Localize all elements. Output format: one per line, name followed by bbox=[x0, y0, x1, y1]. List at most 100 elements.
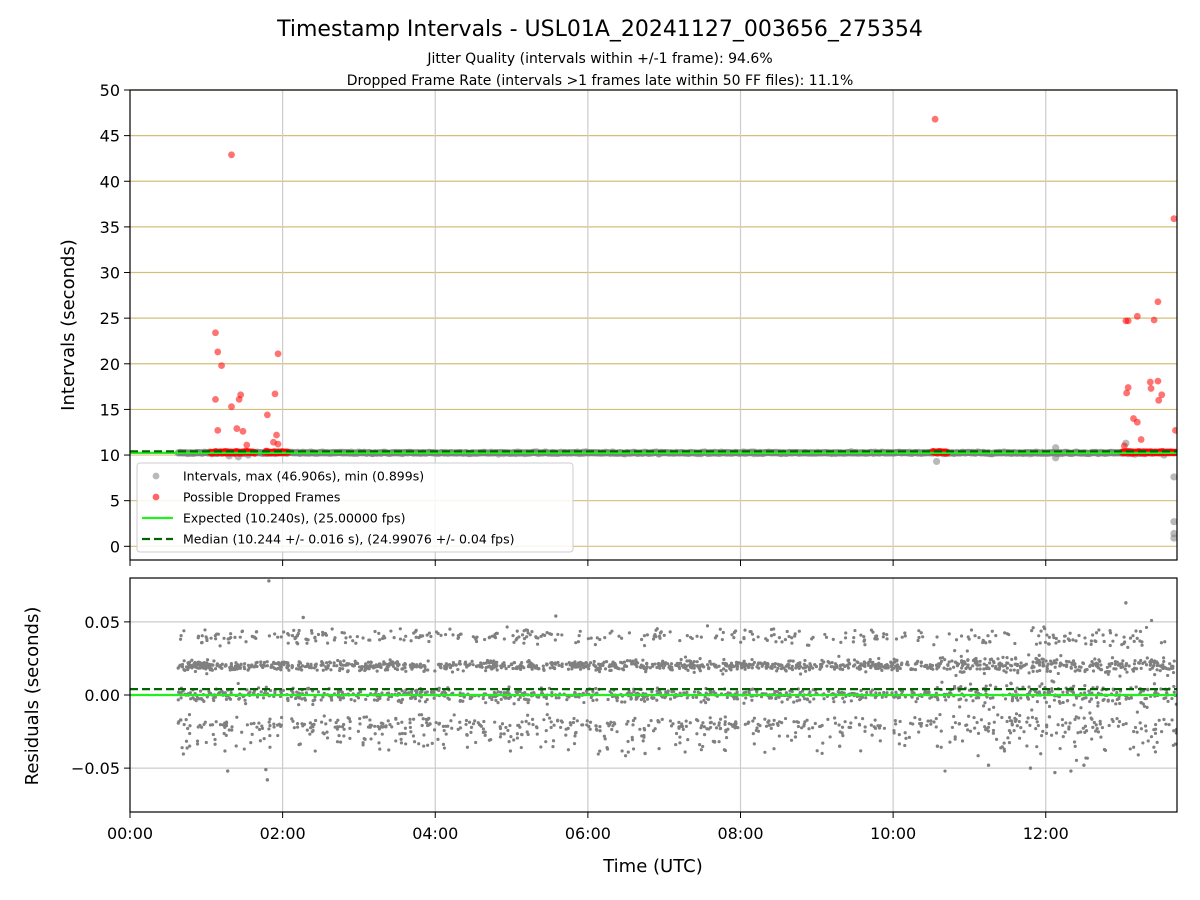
residual-point bbox=[464, 663, 468, 667]
residual-point bbox=[240, 730, 244, 734]
residual-point bbox=[1145, 705, 1149, 709]
residual-point bbox=[582, 700, 586, 705]
residual-point bbox=[894, 722, 898, 726]
residual-point bbox=[859, 633, 863, 637]
top-y-tick-label: 40 bbox=[100, 172, 120, 191]
residual-point bbox=[864, 696, 868, 700]
residual-point bbox=[465, 733, 469, 737]
residual-point bbox=[300, 722, 304, 726]
residual-point bbox=[515, 690, 519, 694]
residual-point bbox=[519, 745, 523, 750]
residual-point bbox=[1050, 689, 1054, 693]
residual-point bbox=[744, 690, 748, 694]
residual-point bbox=[1096, 701, 1100, 705]
residual-point bbox=[603, 636, 607, 640]
residual-point bbox=[527, 722, 531, 726]
residual-point bbox=[1058, 661, 1063, 665]
residual-point bbox=[805, 664, 809, 668]
residual-point bbox=[863, 725, 867, 729]
residual-point bbox=[721, 630, 725, 635]
residual-point bbox=[1084, 642, 1088, 646]
residual-point bbox=[404, 669, 408, 673]
residual-point bbox=[275, 662, 279, 666]
residual-point bbox=[724, 735, 729, 740]
residual-point bbox=[378, 638, 382, 642]
residual-point bbox=[774, 640, 778, 644]
residual-point bbox=[910, 695, 914, 699]
residual-point bbox=[777, 734, 781, 738]
residual-point bbox=[964, 698, 968, 702]
residual-point bbox=[1164, 722, 1168, 726]
residual-point bbox=[1056, 671, 1060, 676]
residual-point bbox=[1159, 687, 1163, 691]
residual-point bbox=[723, 722, 727, 726]
residual-point bbox=[950, 659, 954, 663]
residual-point bbox=[903, 743, 907, 748]
residual-point bbox=[623, 700, 627, 704]
residual-point bbox=[869, 665, 873, 669]
residual-point bbox=[722, 667, 726, 671]
residual-point bbox=[712, 722, 716, 726]
residual-point bbox=[433, 669, 437, 673]
residual-point bbox=[701, 721, 705, 725]
residual-point bbox=[631, 747, 636, 751]
residual-point bbox=[868, 660, 872, 664]
residual-point bbox=[1073, 665, 1078, 669]
residual-point bbox=[1085, 667, 1089, 672]
top-plot-area bbox=[130, 115, 1177, 542]
residual-point bbox=[335, 664, 339, 668]
residual-point bbox=[752, 660, 757, 665]
residual-point bbox=[917, 635, 921, 640]
residual-point bbox=[663, 661, 668, 665]
residual-point bbox=[478, 665, 482, 669]
residual-point bbox=[1148, 660, 1152, 664]
residual-outlier-point bbox=[554, 614, 558, 618]
residual-point bbox=[235, 715, 239, 719]
residual-point bbox=[573, 734, 577, 738]
bottom-x-tick-label: 00:00 bbox=[107, 824, 153, 843]
residual-point bbox=[481, 696, 485, 701]
top-y-tick-label: 20 bbox=[100, 355, 120, 374]
residual-point bbox=[674, 742, 678, 747]
residual-point bbox=[294, 696, 298, 701]
residual-point bbox=[929, 719, 933, 723]
residual-point bbox=[348, 726, 352, 730]
residual-point bbox=[493, 632, 497, 637]
residual-point bbox=[429, 634, 433, 639]
residual-point bbox=[1025, 695, 1030, 699]
residual-point bbox=[325, 661, 329, 665]
residual-point bbox=[341, 667, 345, 671]
residual-point bbox=[1138, 721, 1142, 725]
residual-point bbox=[412, 740, 417, 744]
residual-point bbox=[576, 640, 581, 644]
residual-point bbox=[417, 742, 421, 746]
residual-point bbox=[900, 635, 904, 639]
residual-point bbox=[1065, 663, 1069, 667]
residual-point bbox=[369, 723, 373, 727]
residual-point bbox=[698, 742, 702, 747]
residual-point bbox=[1093, 639, 1097, 643]
residual-point bbox=[356, 696, 361, 700]
bottom-y-axis-title: Residuals (seconds) bbox=[22, 607, 43, 786]
dropped-frame-point bbox=[1124, 384, 1132, 391]
residual-point bbox=[316, 632, 321, 637]
residual-point bbox=[598, 725, 602, 729]
residual-point bbox=[1079, 706, 1083, 710]
residual-point bbox=[631, 718, 636, 723]
residual-point bbox=[246, 663, 251, 667]
residual-point bbox=[249, 722, 253, 726]
residual-point bbox=[698, 656, 702, 661]
residual-point bbox=[723, 748, 728, 753]
residual-point bbox=[1152, 664, 1156, 668]
residual-point bbox=[584, 689, 588, 693]
residual-point bbox=[484, 669, 488, 673]
residual-point bbox=[553, 662, 558, 666]
residual-point bbox=[1010, 719, 1014, 723]
residual-point bbox=[858, 698, 862, 702]
residual-point bbox=[1093, 657, 1097, 661]
residual-point bbox=[262, 660, 267, 665]
residual-point bbox=[721, 672, 725, 676]
residual-point bbox=[181, 752, 185, 756]
residual-point bbox=[437, 722, 441, 726]
residual-point bbox=[659, 663, 664, 668]
